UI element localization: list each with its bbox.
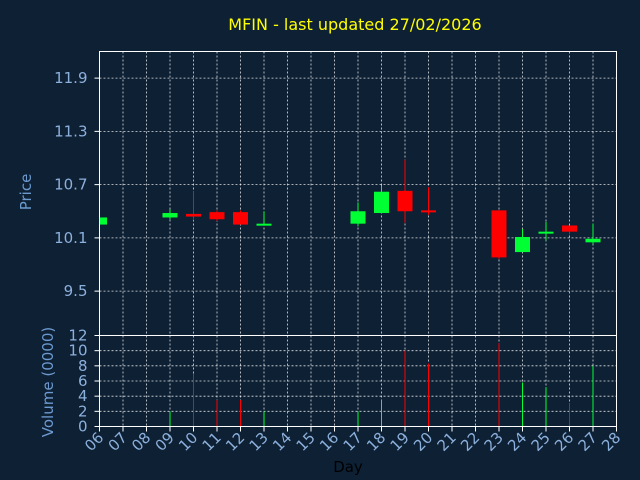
price-axis-label: Price (17, 174, 35, 211)
volume-bars (169, 343, 594, 427)
x-tick-label: 09 (152, 429, 178, 455)
volume-y-tick-label: 8 (78, 357, 88, 375)
x-axis-ticks: 0607080910111213141516171819202122232425… (81, 426, 624, 455)
candle-body (233, 212, 248, 225)
x-tick-label: 22 (457, 429, 483, 455)
x-tick-label: 18 (363, 429, 389, 455)
x-tick-label: 21 (434, 429, 460, 455)
candle-body (186, 213, 201, 217)
volume-axis-label: Volume (0000) (39, 327, 57, 437)
candle-body (374, 191, 389, 214)
candle-body (99, 217, 107, 225)
candle-body (256, 223, 272, 226)
volume-y-tick-label: 10 (68, 342, 87, 360)
candle-body (515, 236, 530, 253)
x-tick-label: 27 (575, 429, 601, 455)
candle-body (397, 190, 413, 212)
candle-body (538, 231, 554, 234)
price-y-ticks: 9.5 10.1 10.7 11.3 11.9 (54, 69, 100, 300)
x-tick-label: 07 (105, 429, 131, 455)
x-tick-label: 15 (293, 429, 319, 455)
price-y-tick-label: 11.9 (54, 69, 87, 87)
x-tick-label: 11 (199, 429, 225, 455)
volume-y-tick-label: 2 (78, 402, 88, 420)
x-tick-label: 25 (528, 429, 554, 455)
price-y-tick-label: 11.3 (54, 122, 87, 140)
candle-body (162, 213, 178, 218)
candle-body (491, 210, 507, 258)
x-tick-label: 12 (222, 429, 248, 455)
price-y-tick-label: 10.7 (54, 176, 87, 194)
price-y-tick-label: 10.1 (54, 229, 87, 247)
candles (99, 159, 601, 260)
price-y-tick-label: 9.5 (64, 282, 88, 300)
x-tick-label: 19 (387, 429, 413, 455)
x-tick-label: 24 (504, 429, 530, 455)
x-tick-label: 17 (340, 429, 366, 455)
x-tick-label: 14 (269, 429, 295, 455)
candle-body (421, 210, 436, 213)
x-tick-label: 10 (175, 429, 201, 455)
x-axis-label: Day (333, 458, 363, 476)
candle-body (350, 211, 366, 224)
x-tick-label: 16 (316, 429, 342, 455)
x-tick-label: 20 (410, 429, 436, 455)
candle-body (562, 225, 577, 232)
volume-y-tick-label: 4 (78, 387, 88, 405)
x-tick-label: 28 (598, 429, 624, 455)
x-tick-label: 13 (246, 429, 272, 455)
volume-y-tick-label: 12 (68, 327, 87, 345)
chart-title: MFIN - last updated 27/02/2026 (228, 15, 481, 34)
volume-y-tick-label: 0 (78, 418, 88, 436)
price-panel: 9.5 10.1 10.7 11.3 11.9 (54, 51, 617, 336)
x-tick-label: 26 (551, 429, 577, 455)
volume-y-tick-label: 6 (78, 372, 88, 390)
x-tick-label: 08 (128, 429, 154, 455)
x-tick-label: 23 (481, 429, 507, 455)
price-grid (99, 51, 617, 336)
candle-body (209, 212, 225, 220)
candle-body (585, 238, 601, 243)
